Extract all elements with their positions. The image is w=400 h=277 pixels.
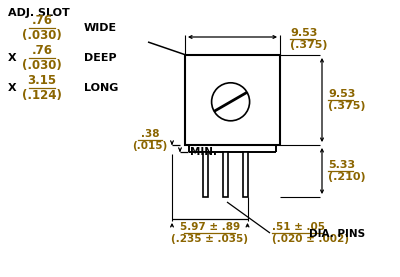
Bar	[202, 152, 208, 197]
Text: .38: .38	[141, 129, 159, 139]
Text: (.375): (.375)	[290, 40, 328, 50]
Text: .76: .76	[32, 14, 52, 27]
Text: (.235 ± .035): (.235 ± .035)	[171, 234, 248, 244]
Text: (.030): (.030)	[22, 59, 62, 72]
Text: (.124): (.124)	[22, 89, 62, 102]
Bar	[222, 152, 228, 197]
Text: 9.53: 9.53	[328, 89, 355, 99]
Text: X: X	[8, 53, 17, 63]
Text: (.020 ± .002): (.020 ± .002)	[272, 234, 349, 244]
Text: 5.97 ± .89: 5.97 ± .89	[180, 222, 240, 232]
Bar	[185, 55, 280, 145]
Text: DIA. PINS: DIA. PINS	[309, 229, 365, 239]
Text: .51 ± .05: .51 ± .05	[272, 222, 325, 232]
Text: (.015): (.015)	[132, 141, 168, 151]
Text: (.210): (.210)	[328, 172, 366, 182]
Text: .76: .76	[32, 44, 52, 57]
Text: 5.33: 5.33	[328, 160, 355, 170]
Text: (.030): (.030)	[22, 29, 62, 42]
Text: X: X	[8, 83, 17, 93]
Text: LONG: LONG	[84, 83, 118, 93]
Text: 3.15: 3.15	[28, 74, 56, 87]
Text: (.375): (.375)	[328, 101, 366, 111]
Circle shape	[212, 83, 250, 121]
Text: DEEP: DEEP	[84, 53, 117, 63]
Text: MIN.: MIN.	[190, 147, 217, 157]
Text: ADJ. SLOT: ADJ. SLOT	[8, 8, 70, 18]
Text: 9.53: 9.53	[290, 28, 317, 38]
Bar	[242, 152, 248, 197]
Text: WIDE: WIDE	[84, 23, 117, 33]
